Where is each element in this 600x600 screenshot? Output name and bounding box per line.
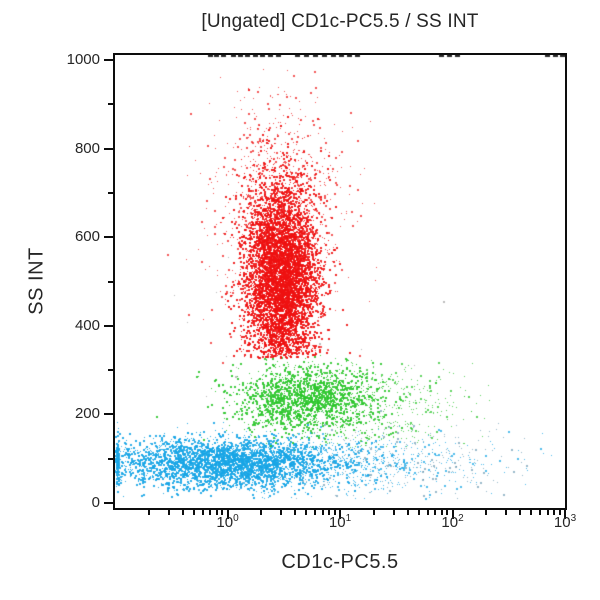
x-minor-tick	[260, 510, 263, 515]
x-minor-tick	[553, 510, 556, 515]
chart-title: [Ungated] CD1c-PC5.5 / SS INT	[201, 11, 479, 32]
x-minor-tick	[505, 510, 508, 515]
x-minor-tick	[280, 510, 283, 515]
x-tick-label: 100	[201, 513, 255, 533]
x-minor-tick	[440, 510, 443, 515]
x-minor-tick	[221, 510, 224, 515]
x-minor-tick	[392, 510, 395, 515]
x-major-tick	[451, 510, 454, 519]
x-tick-exponent: 1	[345, 513, 352, 524]
x-minor-tick	[372, 510, 375, 515]
x-minor-tick	[426, 510, 429, 515]
x-minor-tick	[417, 510, 420, 515]
x-minor-tick	[294, 510, 297, 515]
y-major-tick	[104, 413, 113, 416]
x-tick-label: 102	[426, 513, 480, 533]
x-minor-tick	[209, 510, 212, 515]
x-minor-tick	[406, 510, 409, 515]
x-major-tick	[339, 510, 341, 519]
x-tick-exponent: 0	[233, 513, 239, 524]
y-major-tick	[104, 236, 113, 239]
x-tick-base: 10	[328, 514, 346, 531]
y-tick-label: 200	[74, 405, 100, 423]
x-tick-label: 103	[538, 513, 592, 533]
x-minor-tick	[558, 510, 561, 515]
y-minor-tick	[108, 369, 113, 372]
x-tick-exponent: 2	[458, 513, 464, 524]
x-minor-tick	[201, 510, 204, 515]
x-tick-exponent: 3	[570, 513, 577, 524]
y-minor-tick	[108, 103, 113, 106]
x-major-tick	[564, 510, 566, 519]
x-minor-tick	[328, 510, 331, 515]
x-minor-tick	[446, 510, 449, 515]
x-minor-tick	[434, 510, 437, 515]
y-tick-label: 1000	[66, 51, 100, 68]
x-tick-base: 10	[553, 514, 571, 531]
x-minor-tick	[539, 510, 542, 515]
y-major-tick	[104, 59, 113, 61]
y-tick-label: 0	[91, 494, 100, 511]
scatter-dot-canvas	[115, 55, 565, 508]
y-major-tick	[104, 324, 113, 327]
x-minor-tick	[530, 510, 533, 515]
x-minor-tick	[546, 510, 549, 515]
x-minor-tick	[192, 510, 195, 515]
y-tick-label: 600	[74, 228, 100, 246]
y-major-tick	[104, 147, 113, 150]
x-minor-tick	[305, 510, 308, 515]
y-tick-label: 400	[74, 316, 100, 334]
x-tick-label: 101	[313, 513, 367, 533]
x-minor-tick	[485, 510, 488, 515]
x-minor-tick	[181, 510, 184, 515]
x-major-tick	[226, 510, 229, 519]
x-minor-tick	[321, 510, 324, 515]
x-tick-base: 10	[441, 514, 459, 531]
x-minor-tick	[147, 510, 150, 515]
y-axis-label-text: SS INT	[25, 247, 48, 315]
x-minor-tick	[215, 510, 218, 515]
y-minor-tick	[108, 191, 113, 194]
x-minor-tick	[314, 510, 317, 515]
x-tick-base: 10	[216, 514, 234, 531]
y-minor-tick	[108, 280, 113, 283]
x-minor-tick	[333, 510, 336, 515]
x-minor-tick	[167, 510, 170, 515]
y-minor-tick	[108, 457, 113, 460]
x-minor-tick	[519, 510, 522, 515]
y-major-tick	[104, 502, 113, 504]
y-tick-label: 800	[74, 139, 100, 157]
x-axis-label: CD1c-PC5.5	[281, 551, 399, 573]
